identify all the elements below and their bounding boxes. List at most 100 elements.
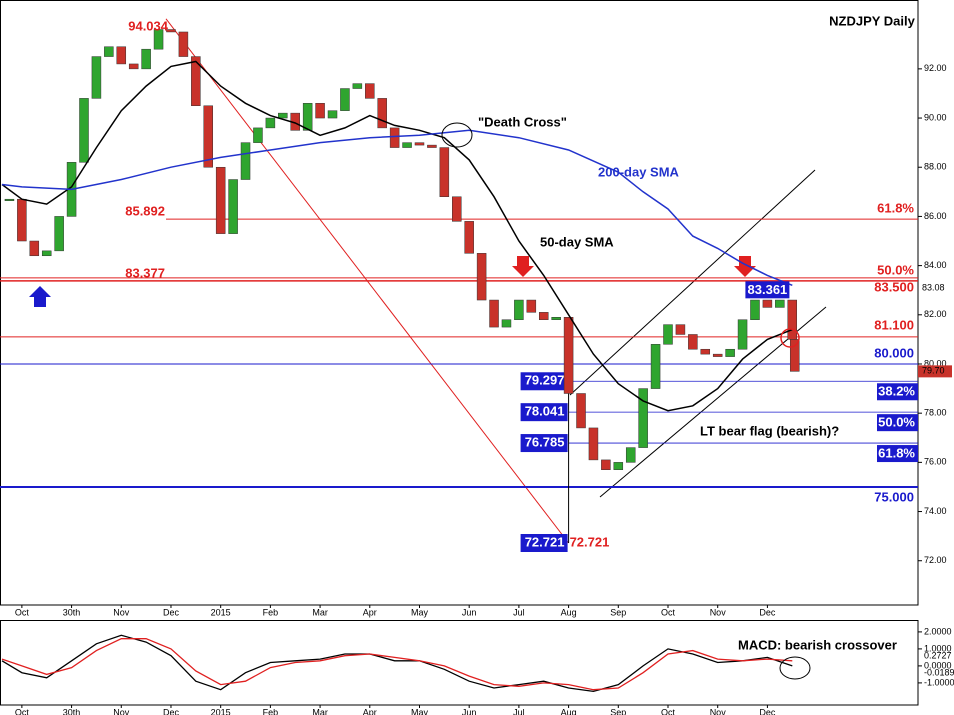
y-tick-label: 88.00	[924, 162, 947, 172]
x-tick-label: Oct	[15, 607, 30, 617]
x-tick-label: Jun	[462, 607, 477, 617]
sma-line	[1, 60, 793, 412]
candle	[327, 110, 338, 119]
ratio-box	[877, 383, 918, 401]
x-tick-label: Mar	[312, 707, 328, 715]
level-label: 83.500	[874, 279, 914, 294]
annotation: LT bear flag (bearish)?	[700, 423, 839, 438]
candle	[688, 334, 698, 350]
y-tick-label: -1.0000	[924, 677, 954, 687]
fib-ratio-label: 50.0%	[877, 262, 914, 277]
y-tick-label: 76.00	[924, 457, 947, 467]
candle	[439, 147, 450, 197]
x-tick-label: Dec	[163, 707, 180, 715]
crossover-circle	[779, 656, 811, 680]
candle	[191, 56, 201, 107]
candle	[302, 103, 313, 131]
fib-ratio-label: 61.8%	[877, 201, 914, 216]
candle	[501, 319, 512, 328]
x-tick-label: Aug	[561, 607, 577, 617]
candle	[315, 103, 325, 119]
candle	[116, 46, 127, 65]
x-tick-label: Nov	[113, 607, 130, 617]
candle	[489, 299, 499, 328]
x-tick-label: Oct	[661, 607, 676, 617]
candle	[514, 299, 524, 320]
x-tick-label: Jul	[513, 607, 525, 617]
candle	[675, 324, 686, 335]
x-tick-label: Aug	[561, 707, 577, 715]
y-tick-label: 92.00	[924, 63, 947, 73]
y-tick-label: 0.0000	[924, 660, 952, 670]
candle	[104, 46, 114, 57]
candle	[79, 98, 89, 163]
break-circle	[780, 328, 800, 348]
candle	[402, 142, 412, 148]
candle	[464, 221, 474, 254]
macd-last-value: 0.2727	[924, 651, 952, 661]
level-label: 81.100	[874, 317, 914, 332]
x-tick-label: Dec	[163, 607, 180, 617]
candle	[153, 29, 164, 50]
candle	[278, 112, 288, 119]
candle	[365, 83, 375, 99]
level-label: 75.000	[874, 489, 914, 504]
candle	[476, 253, 487, 301]
sma-label: 200-day SMA	[598, 164, 680, 179]
death-cross-circle	[441, 122, 473, 148]
x-tick-label: Nov	[710, 707, 727, 715]
y-tick-label: 2.0000	[924, 626, 952, 636]
x-tick-label: 30th	[63, 707, 81, 715]
x-tick-label: 2015	[211, 707, 231, 715]
y-tick-label: 74.00	[924, 506, 947, 516]
candle	[576, 393, 586, 429]
level-label: 80.000	[874, 345, 914, 360]
y-tick-label: 84.00	[924, 260, 947, 270]
candle	[41, 250, 52, 257]
price-panel-frame	[0, 0, 919, 606]
y-tick-label: 86.00	[924, 211, 947, 221]
candle	[29, 240, 40, 257]
ratio-label: 61.8%	[878, 445, 915, 460]
ratio-box	[877, 414, 918, 432]
candle	[215, 166, 226, 234]
y-tick-label: 1.0000	[924, 643, 952, 653]
x-tick-label: Apr	[363, 707, 377, 715]
chart-title: NZDJPY Daily	[829, 13, 916, 28]
arrow-up	[29, 286, 51, 307]
y-tick-label: 78.00	[924, 408, 947, 418]
candle	[377, 98, 387, 129]
candle	[663, 324, 673, 345]
macd-last-value: -0.0189	[924, 668, 954, 678]
swing-low-label: 72.721	[570, 534, 610, 549]
macd-title: MACD: bearish crossover	[738, 637, 897, 652]
swing-low-label: 72.721	[525, 534, 565, 549]
candle	[54, 216, 64, 252]
candle	[725, 348, 735, 357]
channel-upper	[569, 169, 816, 396]
candle	[178, 31, 189, 57]
x-tick-label: Feb	[263, 607, 279, 617]
x-tick-label: Oct	[15, 707, 30, 715]
recent-high-label: 83.361	[748, 282, 788, 297]
candle	[240, 142, 251, 180]
candle	[563, 317, 574, 394]
candle	[526, 299, 537, 313]
retracement-box	[520, 403, 568, 422]
macd-panel-frame	[0, 620, 919, 706]
candle	[141, 48, 151, 70]
x-tick-label: Nov	[113, 707, 130, 715]
fib-level-label: 83.377	[125, 265, 165, 280]
candle	[588, 427, 599, 461]
x-tick-label: May	[411, 707, 429, 715]
candle	[625, 447, 636, 463]
y-tick-label: 72.00	[924, 555, 947, 565]
candle	[166, 29, 176, 33]
candle	[787, 299, 798, 340]
candle	[265, 117, 276, 129]
candle	[750, 299, 760, 320]
x-tick-label: Mar	[312, 607, 328, 617]
x-tick-label: Apr	[363, 607, 377, 617]
swing-high-label: 94.034	[128, 18, 169, 33]
candle	[789, 339, 800, 372]
